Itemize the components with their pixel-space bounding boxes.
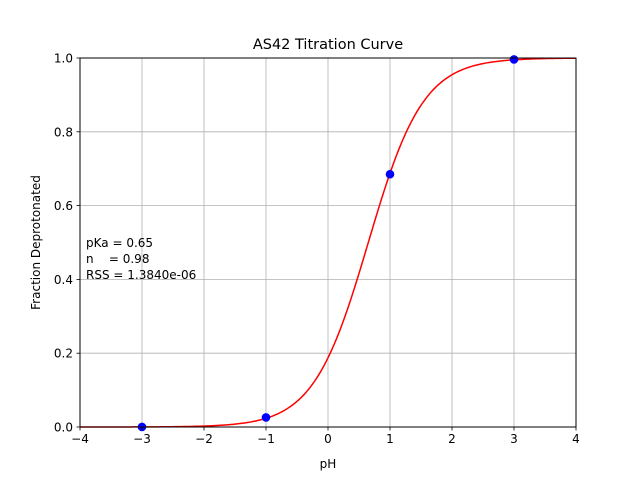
annotation-n: n = 0.98 (86, 252, 149, 266)
x-axis-ticks: −4 −3 −2 −1 0 1 2 3 4 (71, 427, 580, 446)
x-tick-label: −3 (133, 432, 151, 446)
y-tick-label: 0.6 (54, 199, 73, 213)
y-tick-label: 0.2 (54, 347, 73, 361)
annotation-rss: RSS = 1.3840e-06 (86, 268, 196, 282)
y-axis-label: Fraction Deprotonated (29, 175, 43, 310)
fit-annotation: pKa = 0.65 n = 0.98 RSS = 1.3840e-06 (86, 236, 196, 282)
x-tick-label: −4 (71, 432, 89, 446)
x-tick-label: 2 (448, 432, 456, 446)
annotation-pka: pKa = 0.65 (86, 236, 153, 250)
y-tick-label: 1.0 (54, 52, 73, 66)
y-tick-label: 0.0 (54, 421, 73, 435)
data-points-layer (137, 55, 519, 432)
data-point (385, 169, 395, 179)
y-tick-label: 0.8 (54, 125, 73, 139)
x-tick-label: 0 (324, 432, 332, 446)
x-tick-label: 4 (572, 432, 580, 446)
x-axis-label: pH (320, 457, 337, 471)
y-axis-ticks: 0.0 0.2 0.4 0.6 0.8 1.0 (54, 52, 80, 435)
y-tick-label: 0.4 (54, 273, 73, 287)
x-tick-label: −2 (195, 432, 213, 446)
x-tick-label: −1 (257, 432, 275, 446)
data-point (509, 55, 519, 64)
chart-title: AS42 Titration Curve (253, 37, 403, 53)
data-point (261, 413, 271, 422)
x-tick-label: 3 (510, 432, 518, 446)
x-tick-label: 1 (386, 432, 394, 446)
